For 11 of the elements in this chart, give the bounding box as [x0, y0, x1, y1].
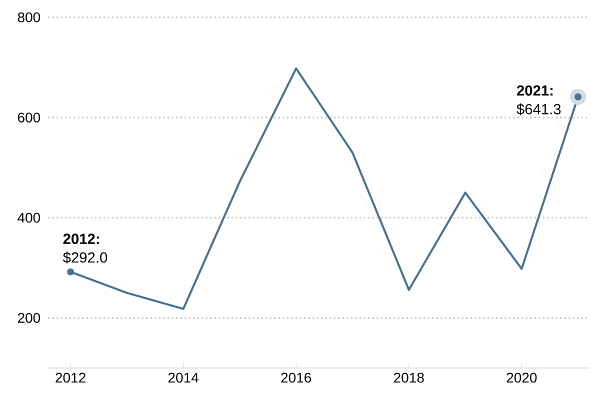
x-tick-label: 2014	[168, 372, 198, 383]
y-tick-label: 400	[18, 212, 40, 223]
y-tick-label: 600	[18, 112, 40, 122]
annotation: 2021: $641.3	[516, 85, 561, 116]
x-tick-label: 2012	[56, 372, 86, 383]
x-tick-label: 2016	[281, 372, 312, 383]
y-tick-label: 800	[18, 12, 40, 22]
x-tick-label: 2018	[394, 372, 424, 383]
annotation: 2012: $292.0	[62, 234, 108, 264]
x-tick-label: 2020	[506, 372, 537, 383]
y-tick-label: 200	[18, 312, 40, 323]
